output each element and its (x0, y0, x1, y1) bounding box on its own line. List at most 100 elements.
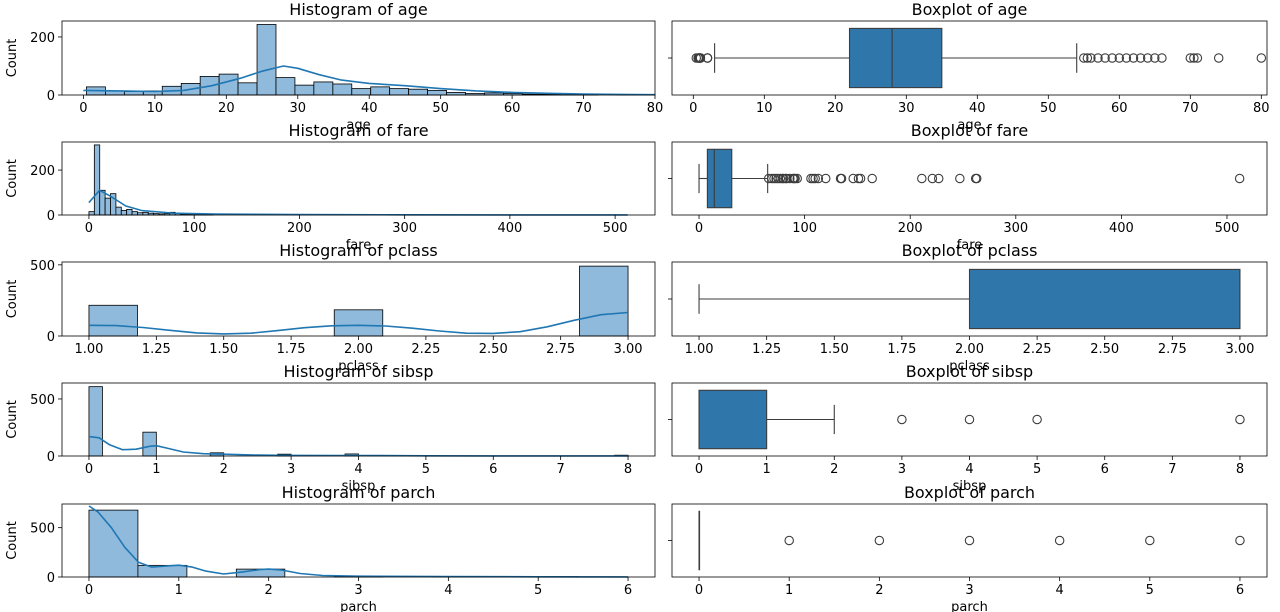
y-axis-label: Count (5, 39, 20, 78)
x-axis-label: age (346, 118, 370, 133)
histogram-bar (218, 73, 239, 96)
histogram-bar (427, 89, 447, 96)
x-axis-label: parch (951, 600, 988, 612)
chart-title: Boxplot of parch (904, 483, 1035, 502)
x-tick-label: 2 (220, 462, 228, 477)
x-tick-label: 100 (182, 221, 207, 236)
outlier-point (874, 535, 885, 546)
histogram-bar (332, 83, 353, 96)
histogram-bar (370, 86, 391, 96)
x-tick-label: 1.50 (820, 342, 849, 357)
x-tick-label: 10 (147, 101, 164, 116)
histogram-bar (99, 189, 106, 216)
histogram-bar (389, 88, 410, 96)
x-tick-label: 1.00 (685, 342, 714, 357)
y-tick-label: 0 (47, 571, 55, 586)
x-tick-label: 40 (969, 101, 986, 116)
outlier-point (810, 173, 820, 184)
histogram-fare: 0 100 200 300 400 500 0 200 Count fare Histogram o… (5, 121, 656, 253)
y-tick-label: 0 (47, 89, 55, 104)
outlier-point (1213, 53, 1224, 63)
outlier-point (820, 173, 831, 184)
x-tick-label: 4 (444, 583, 452, 598)
x-tick-label: 3.00 (614, 342, 643, 357)
histogram-bar (275, 77, 296, 96)
box-iqr (968, 268, 1241, 330)
outlier-point (855, 173, 866, 184)
x-tick-label: 0 (695, 221, 703, 236)
x-tick-label: 70 (1182, 101, 1199, 116)
x-tick-label: 1 (175, 583, 183, 598)
chart-title: Histogram of sibsp (283, 362, 433, 381)
x-tick-label: 2.25 (411, 342, 440, 357)
x-tick-label: 8 (1236, 462, 1244, 477)
x-tick-label: 1 (785, 583, 793, 598)
histogram-bar (120, 210, 128, 216)
chart-title: Histogram of parch (282, 483, 436, 502)
x-tick-label: 0 (79, 101, 87, 116)
outlier-point (927, 173, 938, 184)
histogram-sibsp: 0 1 2 3 4 5 6 7 8 0 500 Count sibsp Histogram of sibs… (5, 362, 656, 494)
box-iqr (848, 27, 943, 89)
y-tick-label: 500 (30, 522, 55, 537)
x-tick-label: 5 (422, 462, 430, 477)
x-tick-label: 6 (1101, 462, 1109, 477)
outlier-point (971, 173, 982, 184)
x-tick-label: 80 (1253, 101, 1270, 116)
x-tick-label: 3 (898, 462, 906, 477)
box-iqr (698, 389, 768, 450)
x-tick-label: 7 (1168, 462, 1176, 477)
x-tick-label: 0 (689, 101, 697, 116)
outlier-point (1256, 53, 1267, 63)
outlier-point (695, 53, 706, 63)
x-tick-label: 5 (1033, 462, 1041, 477)
histogram-bar (88, 509, 139, 578)
x-tick-label: 400 (1109, 221, 1134, 236)
x-tick-label: 1.75 (887, 342, 916, 357)
outlier-point (933, 173, 944, 184)
histogram-bar (333, 309, 384, 337)
boxplot-pclass: 1.00 1.25 1.50 1.75 2.00 2.25 2.50 2.75 3.00 pcla… (668, 241, 1268, 374)
x-tick-label: 3 (354, 583, 362, 598)
x-tick-label: 3.00 (1225, 342, 1254, 357)
histogram-bar (88, 386, 103, 457)
x-tick-label: 2 (875, 583, 883, 598)
outlier-point (964, 535, 975, 546)
outlier-point (1082, 53, 1093, 63)
x-tick-label: 8 (624, 462, 632, 477)
kde-line (88, 505, 629, 578)
x-tick-label: 500 (1215, 221, 1240, 236)
histogram-bar (351, 88, 372, 96)
y-tick-label: 0 (47, 330, 55, 345)
x-axis-label: age (957, 118, 981, 133)
x-tick-label: 1.25 (752, 342, 781, 357)
y-tick-label: 200 (30, 31, 55, 46)
x-tick-label: 30 (898, 101, 915, 116)
x-axis-label: sibsp (342, 479, 376, 494)
boxplot-parch: 0 1 2 3 4 5 6 parch Boxplot of parch (668, 483, 1268, 612)
x-tick-label: 20 (827, 101, 844, 116)
outlier-point (1192, 53, 1203, 63)
x-tick-label: 30 (289, 101, 306, 116)
x-axis-label: parch (340, 600, 377, 612)
histogram-bar (88, 211, 95, 216)
x-tick-label: 4 (354, 462, 362, 477)
outlier-point (1079, 53, 1089, 63)
x-axis-label: pclass (949, 359, 990, 374)
outlier-point (702, 53, 713, 63)
chart-title: Boxplot of age (912, 0, 1028, 19)
outlier-point (1121, 53, 1132, 63)
boxplot-fare: 0 100 200 300 400 500 fare Boxplot of fare (668, 121, 1268, 253)
kde-line (88, 189, 628, 216)
chart-title: Histogram of age (289, 0, 427, 19)
y-tick-label: 500 (30, 393, 55, 408)
outlier-point (784, 535, 794, 546)
outlier-point (1185, 53, 1196, 63)
x-tick-label: 2.25 (1023, 342, 1052, 357)
x-tick-label: 300 (392, 221, 417, 236)
axes-frame (671, 503, 1268, 578)
y-axis-label: Count (5, 521, 20, 560)
outlier-point (1093, 53, 1103, 63)
outlier-point (792, 173, 802, 184)
